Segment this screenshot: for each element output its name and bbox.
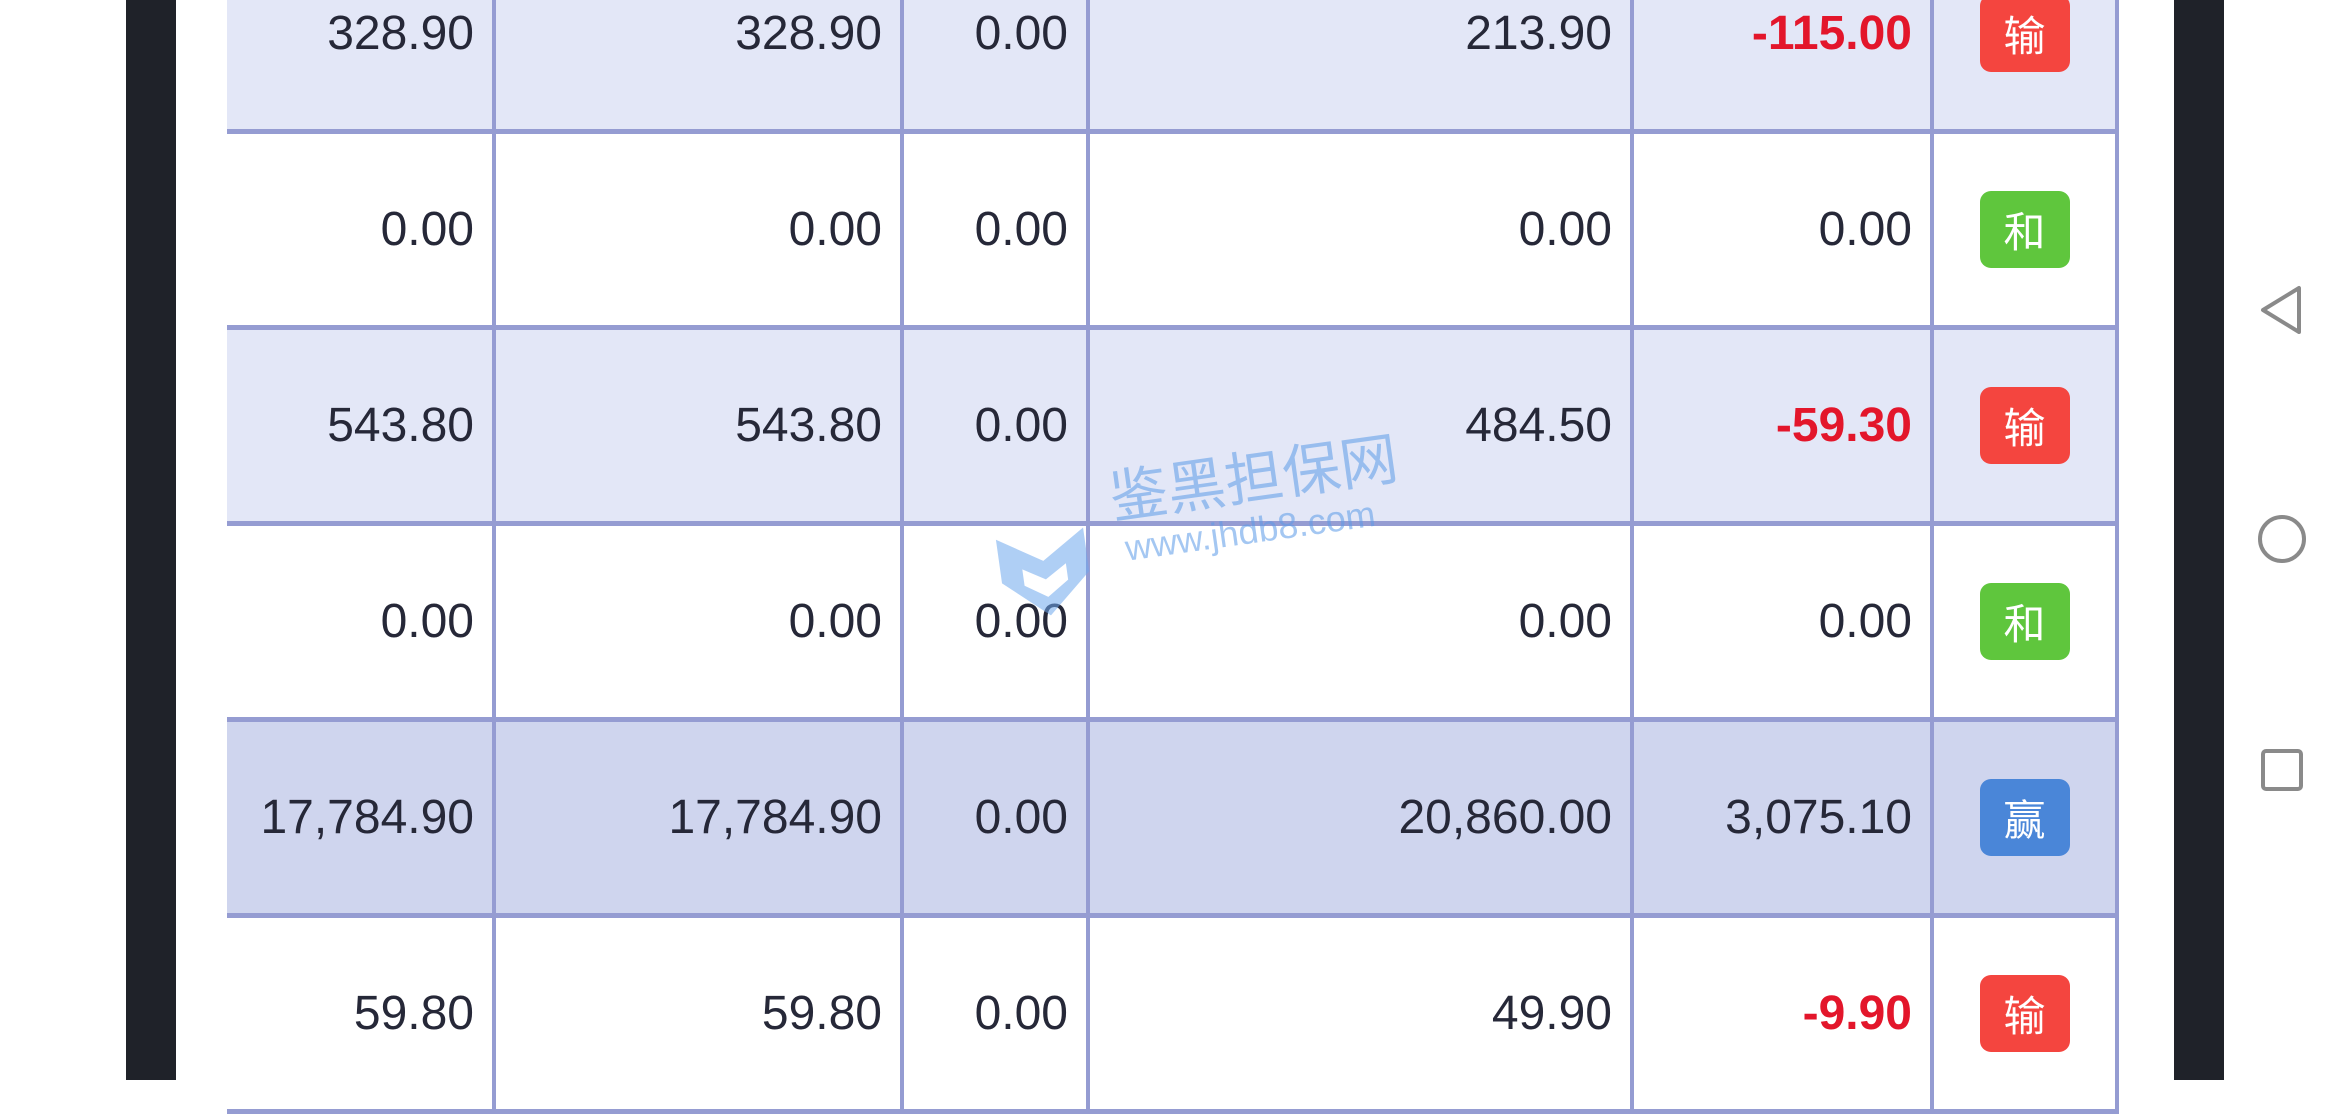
cell-valid-amount: 17,784.90 (496, 722, 904, 913)
cell-payout: 484.50 (1090, 330, 1634, 521)
result-badge: 输 (1979, 975, 2070, 1052)
table-row: 328.90 328.90 0.00 213.90 -115.00 输 (227, 0, 2119, 134)
cell-payout: 0.00 (1090, 134, 1634, 325)
cell-result: 和 (1934, 526, 2119, 717)
cell-profit: -9.90 (1634, 918, 1934, 1109)
cell-bet-amount: 328.90 (227, 0, 496, 129)
cell-rebate: 0.00 (904, 722, 1090, 913)
screen-edge-right (2174, 0, 2224, 1080)
cell-payout: 49.90 (1090, 918, 1634, 1109)
home-icon[interactable] (2255, 512, 2309, 566)
cell-result: 输 (1934, 330, 2119, 521)
result-badge: 输 (1979, 387, 2070, 464)
cell-valid-amount: 59.80 (496, 918, 904, 1109)
cell-bet-amount: 17,784.90 (227, 722, 496, 913)
result-badge: 赢 (1979, 779, 2070, 856)
cell-rebate: 0.00 (904, 0, 1090, 129)
cell-valid-amount: 0.00 (496, 526, 904, 717)
recents-icon[interactable] (2255, 743, 2309, 797)
table-row: 0.00 0.00 0.00 0.00 0.00 和 (227, 134, 2119, 330)
cell-valid-amount: 328.90 (496, 0, 904, 129)
cell-result: 输 (1934, 0, 2119, 129)
result-badge: 输 (1979, 0, 2070, 72)
back-icon[interactable] (2255, 283, 2309, 337)
cell-bet-amount: 59.80 (227, 918, 496, 1109)
cell-profit: -115.00 (1634, 0, 1934, 129)
cell-result: 和 (1934, 134, 2119, 325)
cell-valid-amount: 0.00 (496, 134, 904, 325)
table-row: 543.80 543.80 0.00 484.50 -59.30 输 (227, 330, 2119, 526)
cell-result: 输 (1934, 918, 2119, 1109)
cell-profit: -59.30 (1634, 330, 1934, 521)
cell-profit: 0.00 (1634, 134, 1934, 325)
cell-rebate: 0.00 (904, 134, 1090, 325)
cell-bet-amount: 0.00 (227, 526, 496, 717)
cell-result: 赢 (1934, 722, 2119, 913)
table-row: 59.80 59.80 0.00 49.90 -9.90 输 (227, 918, 2119, 1114)
cell-payout: 213.90 (1090, 0, 1634, 129)
screen-edge-left (126, 0, 176, 1080)
cell-bet-amount: 0.00 (227, 134, 496, 325)
cell-rebate: 0.00 (904, 918, 1090, 1109)
cell-rebate: 0.00 (904, 330, 1090, 521)
cell-valid-amount: 543.80 (496, 330, 904, 521)
cell-profit: 3,075.10 (1634, 722, 1934, 913)
cell-profit: 0.00 (1634, 526, 1934, 717)
cell-payout: 0.00 (1090, 526, 1634, 717)
result-badge: 和 (1979, 191, 2070, 268)
cell-bet-amount: 543.80 (227, 330, 496, 521)
table-row-total: 17,784.90 17,784.90 0.00 20,860.00 3,075.10 赢 (227, 722, 2119, 918)
table-row: 0.00 0.00 0.00 0.00 0.00 和 (227, 526, 2119, 722)
result-badge: 和 (1979, 583, 2070, 660)
cell-rebate: 0.00 (904, 526, 1090, 717)
cell-payout: 20,860.00 (1090, 722, 1634, 913)
